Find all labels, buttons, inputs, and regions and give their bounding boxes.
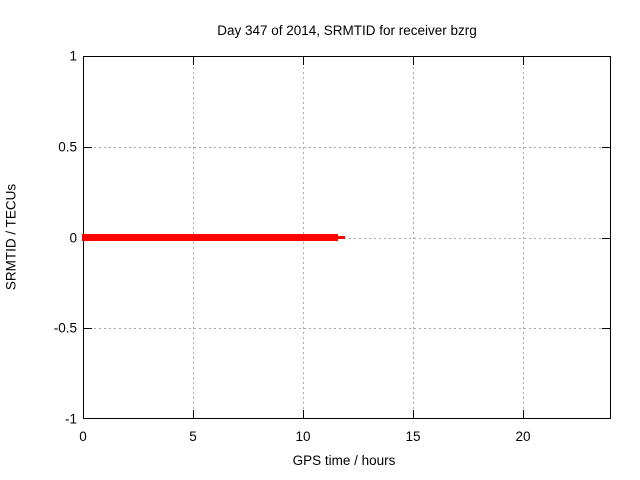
y-tick-label: -1 [64, 411, 77, 427]
x-axis-label: GPS time / hours [292, 453, 396, 468]
y-tick-mark-right [602, 146, 610, 148]
y-gridline [84, 237, 610, 239]
y-tick-mark-left [84, 146, 92, 148]
x-tick-label: 15 [405, 429, 421, 444]
y-tick-mark-right [602, 237, 610, 239]
x-tick-label: 5 [189, 429, 197, 444]
x-tick-mark-bottom [413, 410, 414, 418]
y-tick-label: 1 [69, 48, 77, 64]
x-tick-mark-bottom [303, 410, 304, 418]
chart-title: Day 347 of 2014, SRMTID for receiver bzr… [217, 23, 477, 38]
y-axis-label: SRMTID / TECUs [3, 183, 19, 291]
x-tick-mark-bottom [193, 410, 194, 418]
x-tick-label: 0 [79, 429, 87, 444]
data-series-srmtid [338, 236, 345, 239]
x-tick-label: 10 [295, 429, 311, 444]
x-tick-mark-top [303, 57, 304, 65]
x-tick-mark-bottom [523, 410, 524, 418]
y-gridline [84, 146, 610, 148]
plot-area [82, 56, 611, 419]
y-tick-label: -0.5 [53, 320, 77, 336]
y-tick-label: 0.5 [58, 139, 77, 155]
y-tick-label: 0 [69, 230, 77, 245]
x-tick-mark-top [193, 57, 194, 65]
data-series-srmtid [82, 234, 339, 241]
y-gridline [84, 328, 610, 330]
x-tick-mark-top [413, 57, 414, 65]
x-tick-mark-top [523, 57, 524, 65]
y-tick-mark-right [602, 328, 610, 330]
y-tick-mark-left [84, 328, 92, 330]
x-tick-label: 20 [515, 429, 531, 444]
